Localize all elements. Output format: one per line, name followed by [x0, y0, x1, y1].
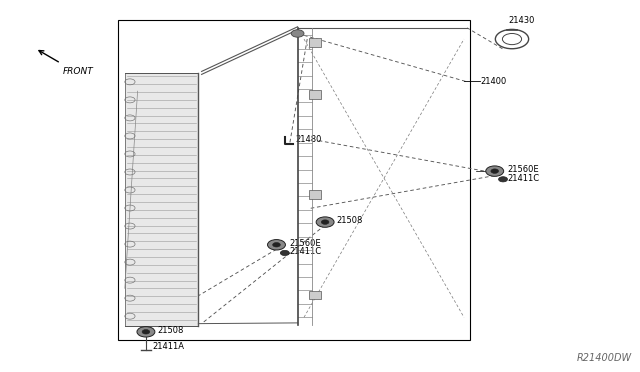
Circle shape: [137, 327, 155, 337]
Text: 21430: 21430: [509, 16, 535, 25]
Text: 21508: 21508: [337, 217, 363, 225]
Bar: [309, 90, 321, 99]
Circle shape: [499, 177, 508, 182]
Text: 21560E: 21560E: [289, 239, 321, 248]
Text: FRONT: FRONT: [63, 67, 93, 76]
Polygon shape: [125, 73, 198, 326]
Circle shape: [291, 30, 304, 37]
Circle shape: [273, 243, 280, 247]
Circle shape: [316, 217, 334, 227]
Text: 21560E: 21560E: [508, 165, 539, 174]
Circle shape: [142, 330, 150, 334]
Text: 21411C: 21411C: [508, 174, 540, 183]
Bar: [118, 20, 470, 340]
Text: 21508: 21508: [157, 326, 184, 335]
Bar: [309, 291, 321, 299]
Bar: [309, 190, 321, 199]
Circle shape: [491, 169, 499, 173]
Text: 21400: 21400: [481, 77, 507, 86]
Text: 21480: 21480: [295, 135, 321, 144]
Bar: [309, 38, 321, 47]
Text: R21400DW: R21400DW: [577, 353, 632, 363]
Text: 21411C: 21411C: [289, 247, 321, 256]
Text: 21411A: 21411A: [152, 342, 184, 351]
Circle shape: [280, 250, 289, 256]
Circle shape: [321, 220, 329, 224]
Circle shape: [268, 240, 285, 250]
Circle shape: [486, 166, 504, 176]
